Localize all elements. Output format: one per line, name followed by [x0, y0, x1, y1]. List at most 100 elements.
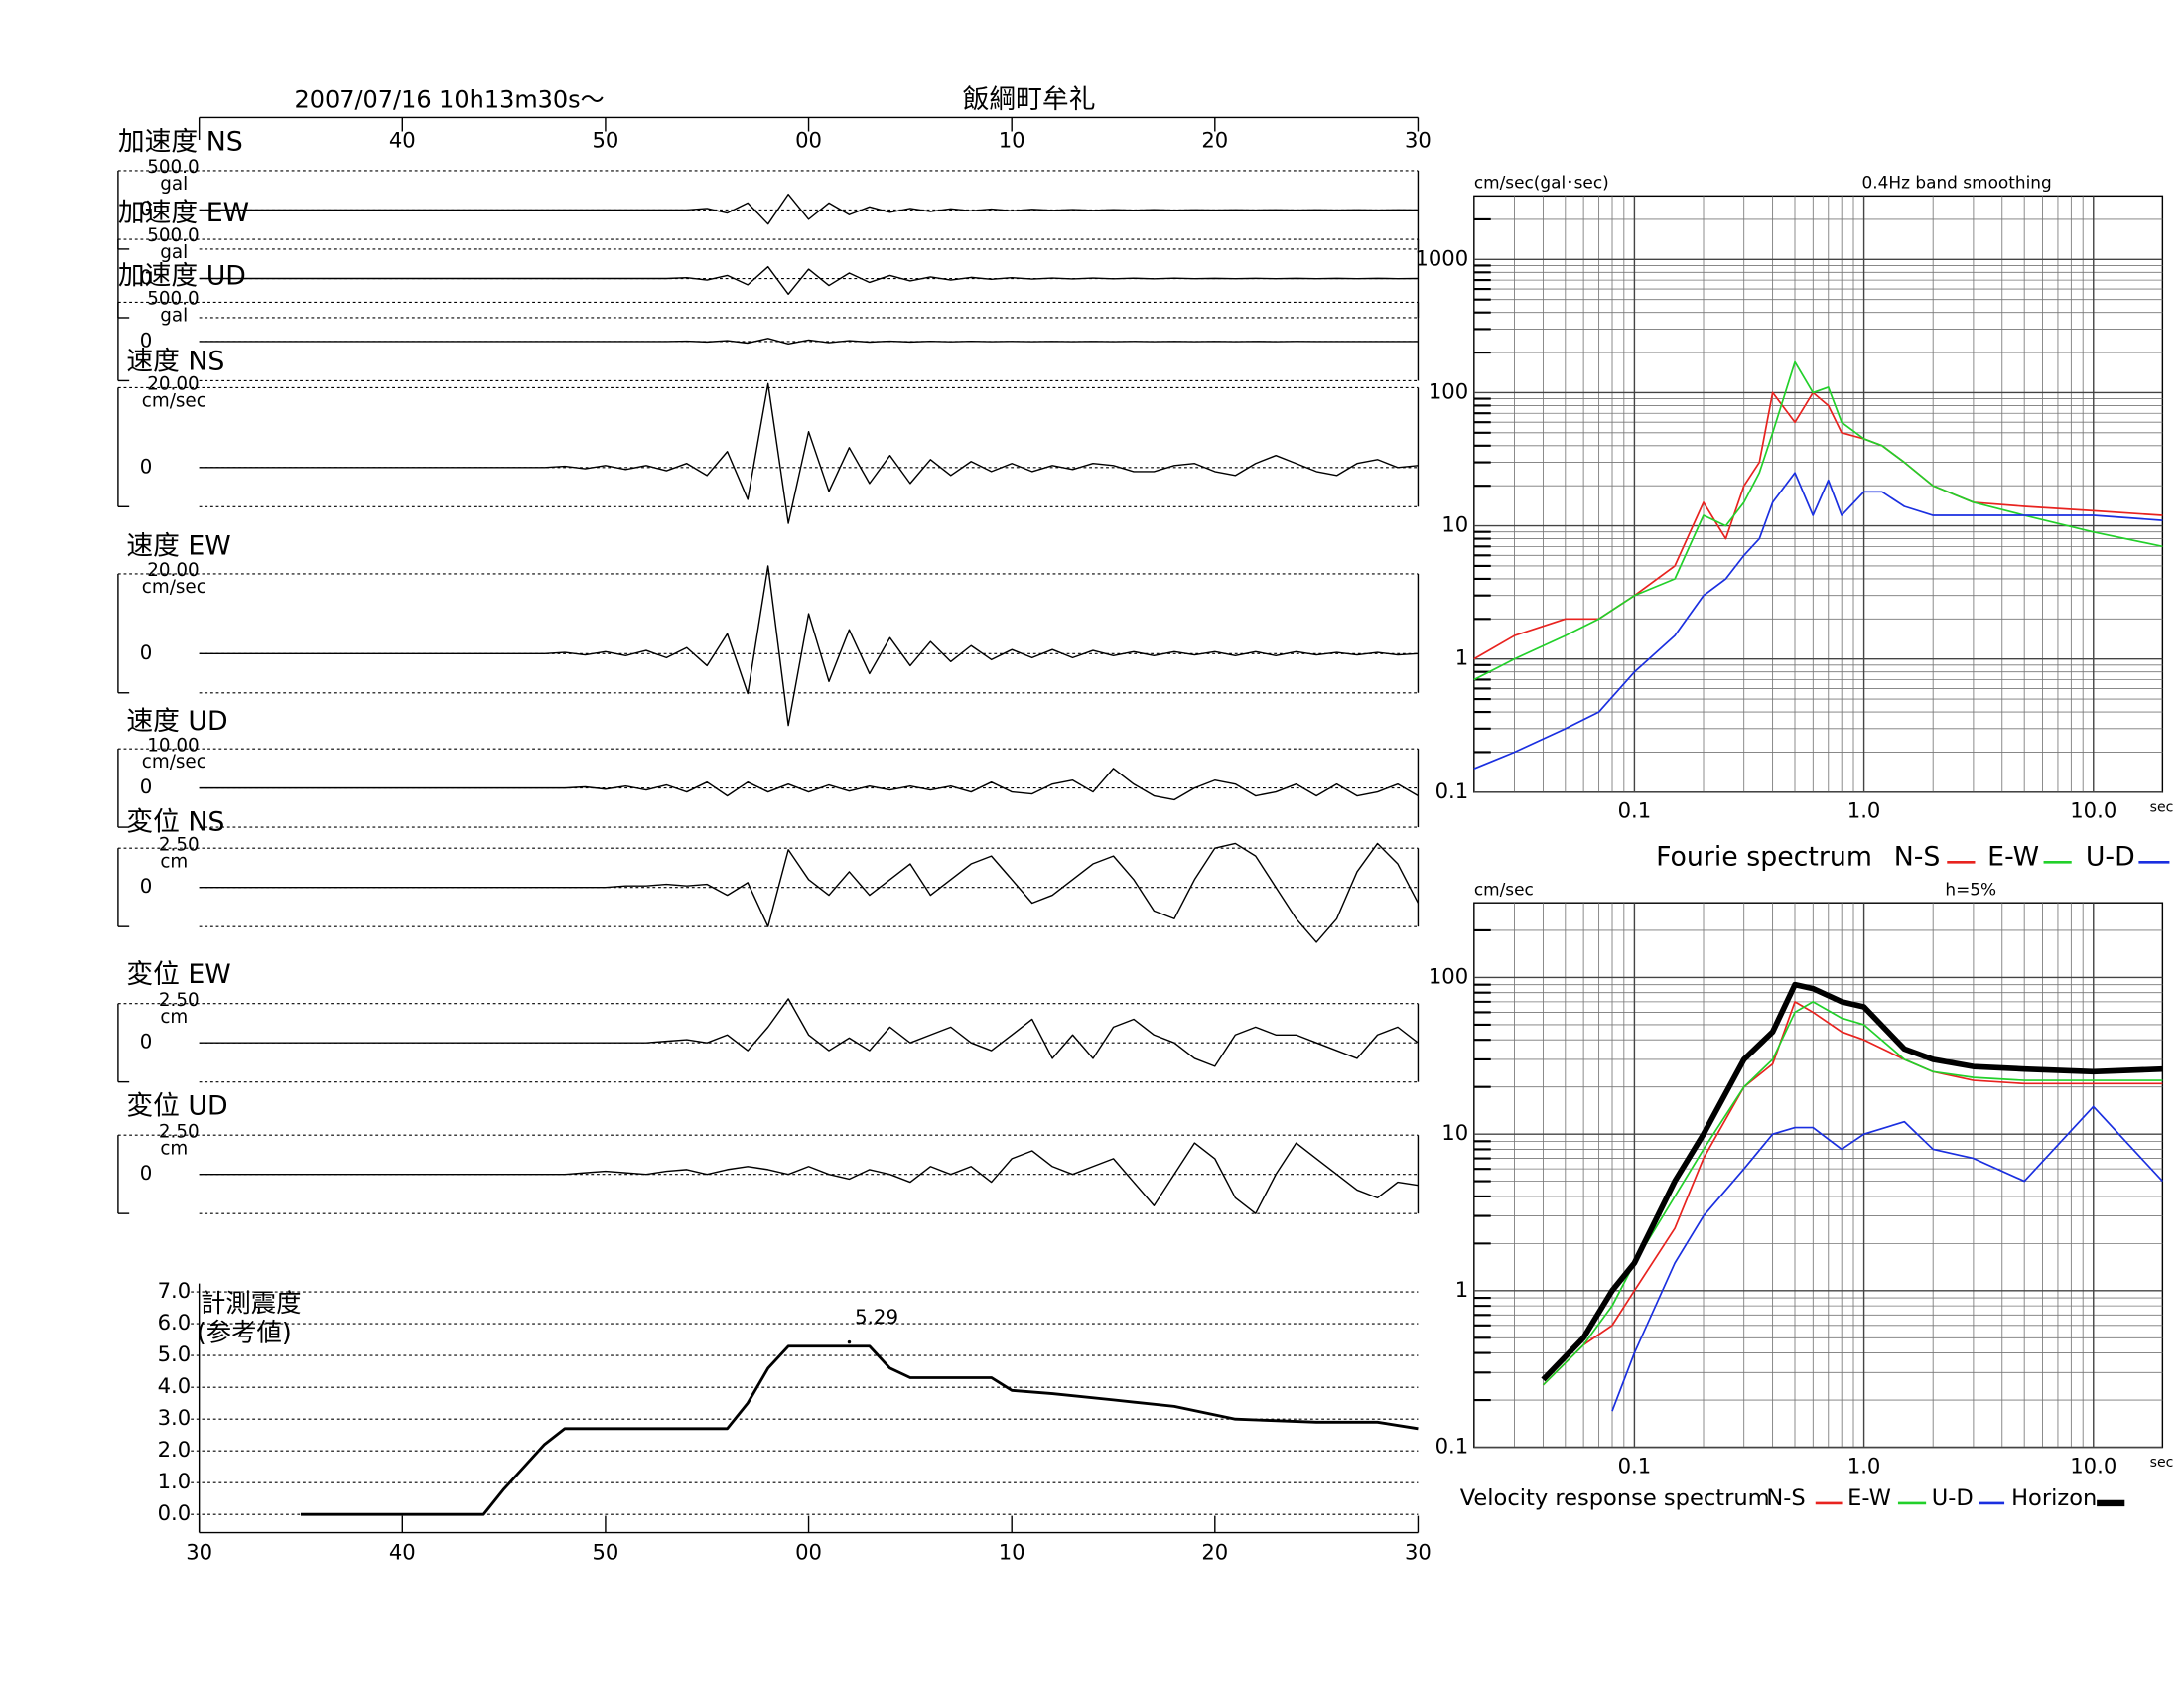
y-axis-label: cm/sec — [1474, 880, 1534, 900]
y-tick-label: 0 — [140, 1031, 153, 1054]
x-tick-label: 20 — [1201, 127, 1228, 152]
legend-label: Horizon — [2011, 1485, 2097, 1511]
y-tick-label: 500.0 — [147, 225, 199, 246]
annotation: 5.29 — [855, 1306, 898, 1329]
x-axis-label: sec — [2150, 799, 2174, 815]
panel-title: 加速度 EW — [118, 198, 249, 228]
y-tick-label: 1 — [1455, 1277, 1468, 1302]
y-tick-label: 0 — [140, 875, 153, 898]
x-tick-label: 50 — [592, 1540, 618, 1565]
y-tick-label: 500.0 — [147, 289, 199, 310]
x-tick-label: 20 — [1201, 1540, 1228, 1565]
x-tick-label: 40 — [389, 1540, 416, 1565]
y-tick-label: 0 — [140, 1162, 153, 1185]
y-tick-label: 20.00 — [147, 374, 199, 395]
y-tick-label: 1.0 — [158, 1469, 192, 1493]
y-tick-label: 0 — [140, 329, 153, 352]
note: h=5% — [1945, 880, 1996, 900]
trace — [199, 265, 1419, 296]
x-tick-label: 10.0 — [2070, 1453, 2116, 1477]
y-tick-label: 7.0 — [158, 1278, 192, 1303]
station-label: 飯綱町牟礼 — [963, 84, 1096, 115]
plot-frame — [1473, 195, 2164, 793]
panel-title: 速度 EW — [126, 531, 230, 562]
x-tick-label: 00 — [795, 127, 822, 152]
peak-marker — [847, 1339, 852, 1344]
unit-label: gal — [160, 174, 188, 195]
y-tick-label: 0 — [140, 198, 153, 220]
x-tick-label: 40 — [389, 127, 416, 152]
legend-label: N-S — [1894, 842, 1941, 873]
legend-label: N-S — [1766, 1485, 1805, 1511]
panel-title: 加速度 UD — [118, 261, 246, 292]
trace — [199, 768, 1419, 801]
x-tick-label: 30 — [1405, 127, 1432, 152]
legend-title: Fourie spectrum — [1656, 842, 1872, 873]
y-tick-label: 6.0 — [158, 1310, 192, 1335]
trace — [199, 338, 1419, 346]
x-tick-label: 50 — [592, 127, 618, 152]
trace — [1541, 981, 2163, 1382]
panel-title: 加速度 NS — [118, 126, 243, 157]
y-tick-label: 0.1 — [1435, 1434, 1469, 1459]
trace — [199, 193, 1419, 225]
x-tick-label: 0.1 — [1618, 798, 1652, 823]
trace — [199, 565, 1419, 727]
x-tick-label: 1.0 — [1847, 798, 1881, 823]
panel-title: 変位 UD — [126, 1091, 227, 1122]
y-tick-label: 20.00 — [147, 560, 199, 581]
y-tick-label: 2.50 — [159, 990, 200, 1011]
unit-label: cm/sec — [142, 391, 206, 412]
y-tick-label: 2.50 — [159, 834, 200, 855]
x-tick-label: 0.1 — [1618, 1453, 1652, 1477]
y-tick-label: 3.0 — [158, 1405, 192, 1430]
y-tick-label: 0 — [140, 641, 153, 664]
trace — [301, 1344, 1419, 1516]
y-tick-label: 5.0 — [158, 1341, 192, 1366]
x-tick-label: 30 — [186, 1540, 212, 1565]
x-tick-label: 10 — [999, 127, 1025, 152]
panel-title: 速度 UD — [126, 706, 227, 737]
y-tick-label: 1 — [1455, 645, 1468, 670]
y-tick-label: 0.0 — [158, 1500, 192, 1525]
trace — [199, 1142, 1419, 1214]
y-tick-label: 2.50 — [159, 1121, 200, 1142]
y-tick-label: 10 — [1441, 512, 1468, 537]
unit-label: cm — [160, 1138, 188, 1159]
y-tick-label: 0.1 — [1435, 778, 1469, 803]
panel-title: 速度 NS — [126, 347, 224, 377]
y-tick-label: 1000 — [1415, 245, 1468, 270]
note: 0.4Hz band smoothing — [1862, 173, 2052, 193]
y-tick-label: 0 — [140, 455, 153, 478]
y-tick-label: 100 — [1429, 963, 1468, 988]
x-tick-label: 00 — [795, 1540, 822, 1565]
y-axis-label: cm/sec(gal･sec) — [1474, 173, 1609, 193]
panel-title: 変位 NS — [126, 806, 224, 837]
trace — [1611, 1105, 2163, 1412]
legend-label: E-W — [1847, 1485, 1891, 1511]
y-tick-label: 4.0 — [158, 1373, 192, 1398]
x-tick-label: 10 — [999, 1540, 1025, 1565]
trace — [1473, 360, 2163, 681]
legend-title: Velocity response spectrum — [1460, 1485, 1770, 1511]
date-label: 2007/07/16 10h13m30s～ — [295, 85, 605, 113]
y-tick-label: 2.0 — [158, 1437, 192, 1462]
trace — [199, 382, 1419, 524]
unit-label: cm — [160, 851, 188, 872]
x-axis-label: sec — [2150, 1455, 2174, 1471]
trace — [199, 842, 1420, 943]
unit-label: gal — [160, 306, 188, 327]
y-tick-label: 10.00 — [147, 735, 199, 756]
x-tick-label: 1.0 — [1847, 1453, 1881, 1477]
y-tick-label: 10 — [1441, 1120, 1468, 1145]
y-tick-label: 100 — [1429, 378, 1468, 403]
legend-label: E-W — [1987, 842, 2039, 873]
unit-label: cm/sec — [142, 577, 206, 598]
unit-label: cm — [160, 1007, 188, 1028]
legend-label: U-D — [1932, 1485, 1974, 1511]
chart-title: 計測震度 — [201, 1288, 301, 1318]
x-tick-label: 10.0 — [2070, 798, 2116, 823]
unit-label: gal — [160, 242, 188, 263]
